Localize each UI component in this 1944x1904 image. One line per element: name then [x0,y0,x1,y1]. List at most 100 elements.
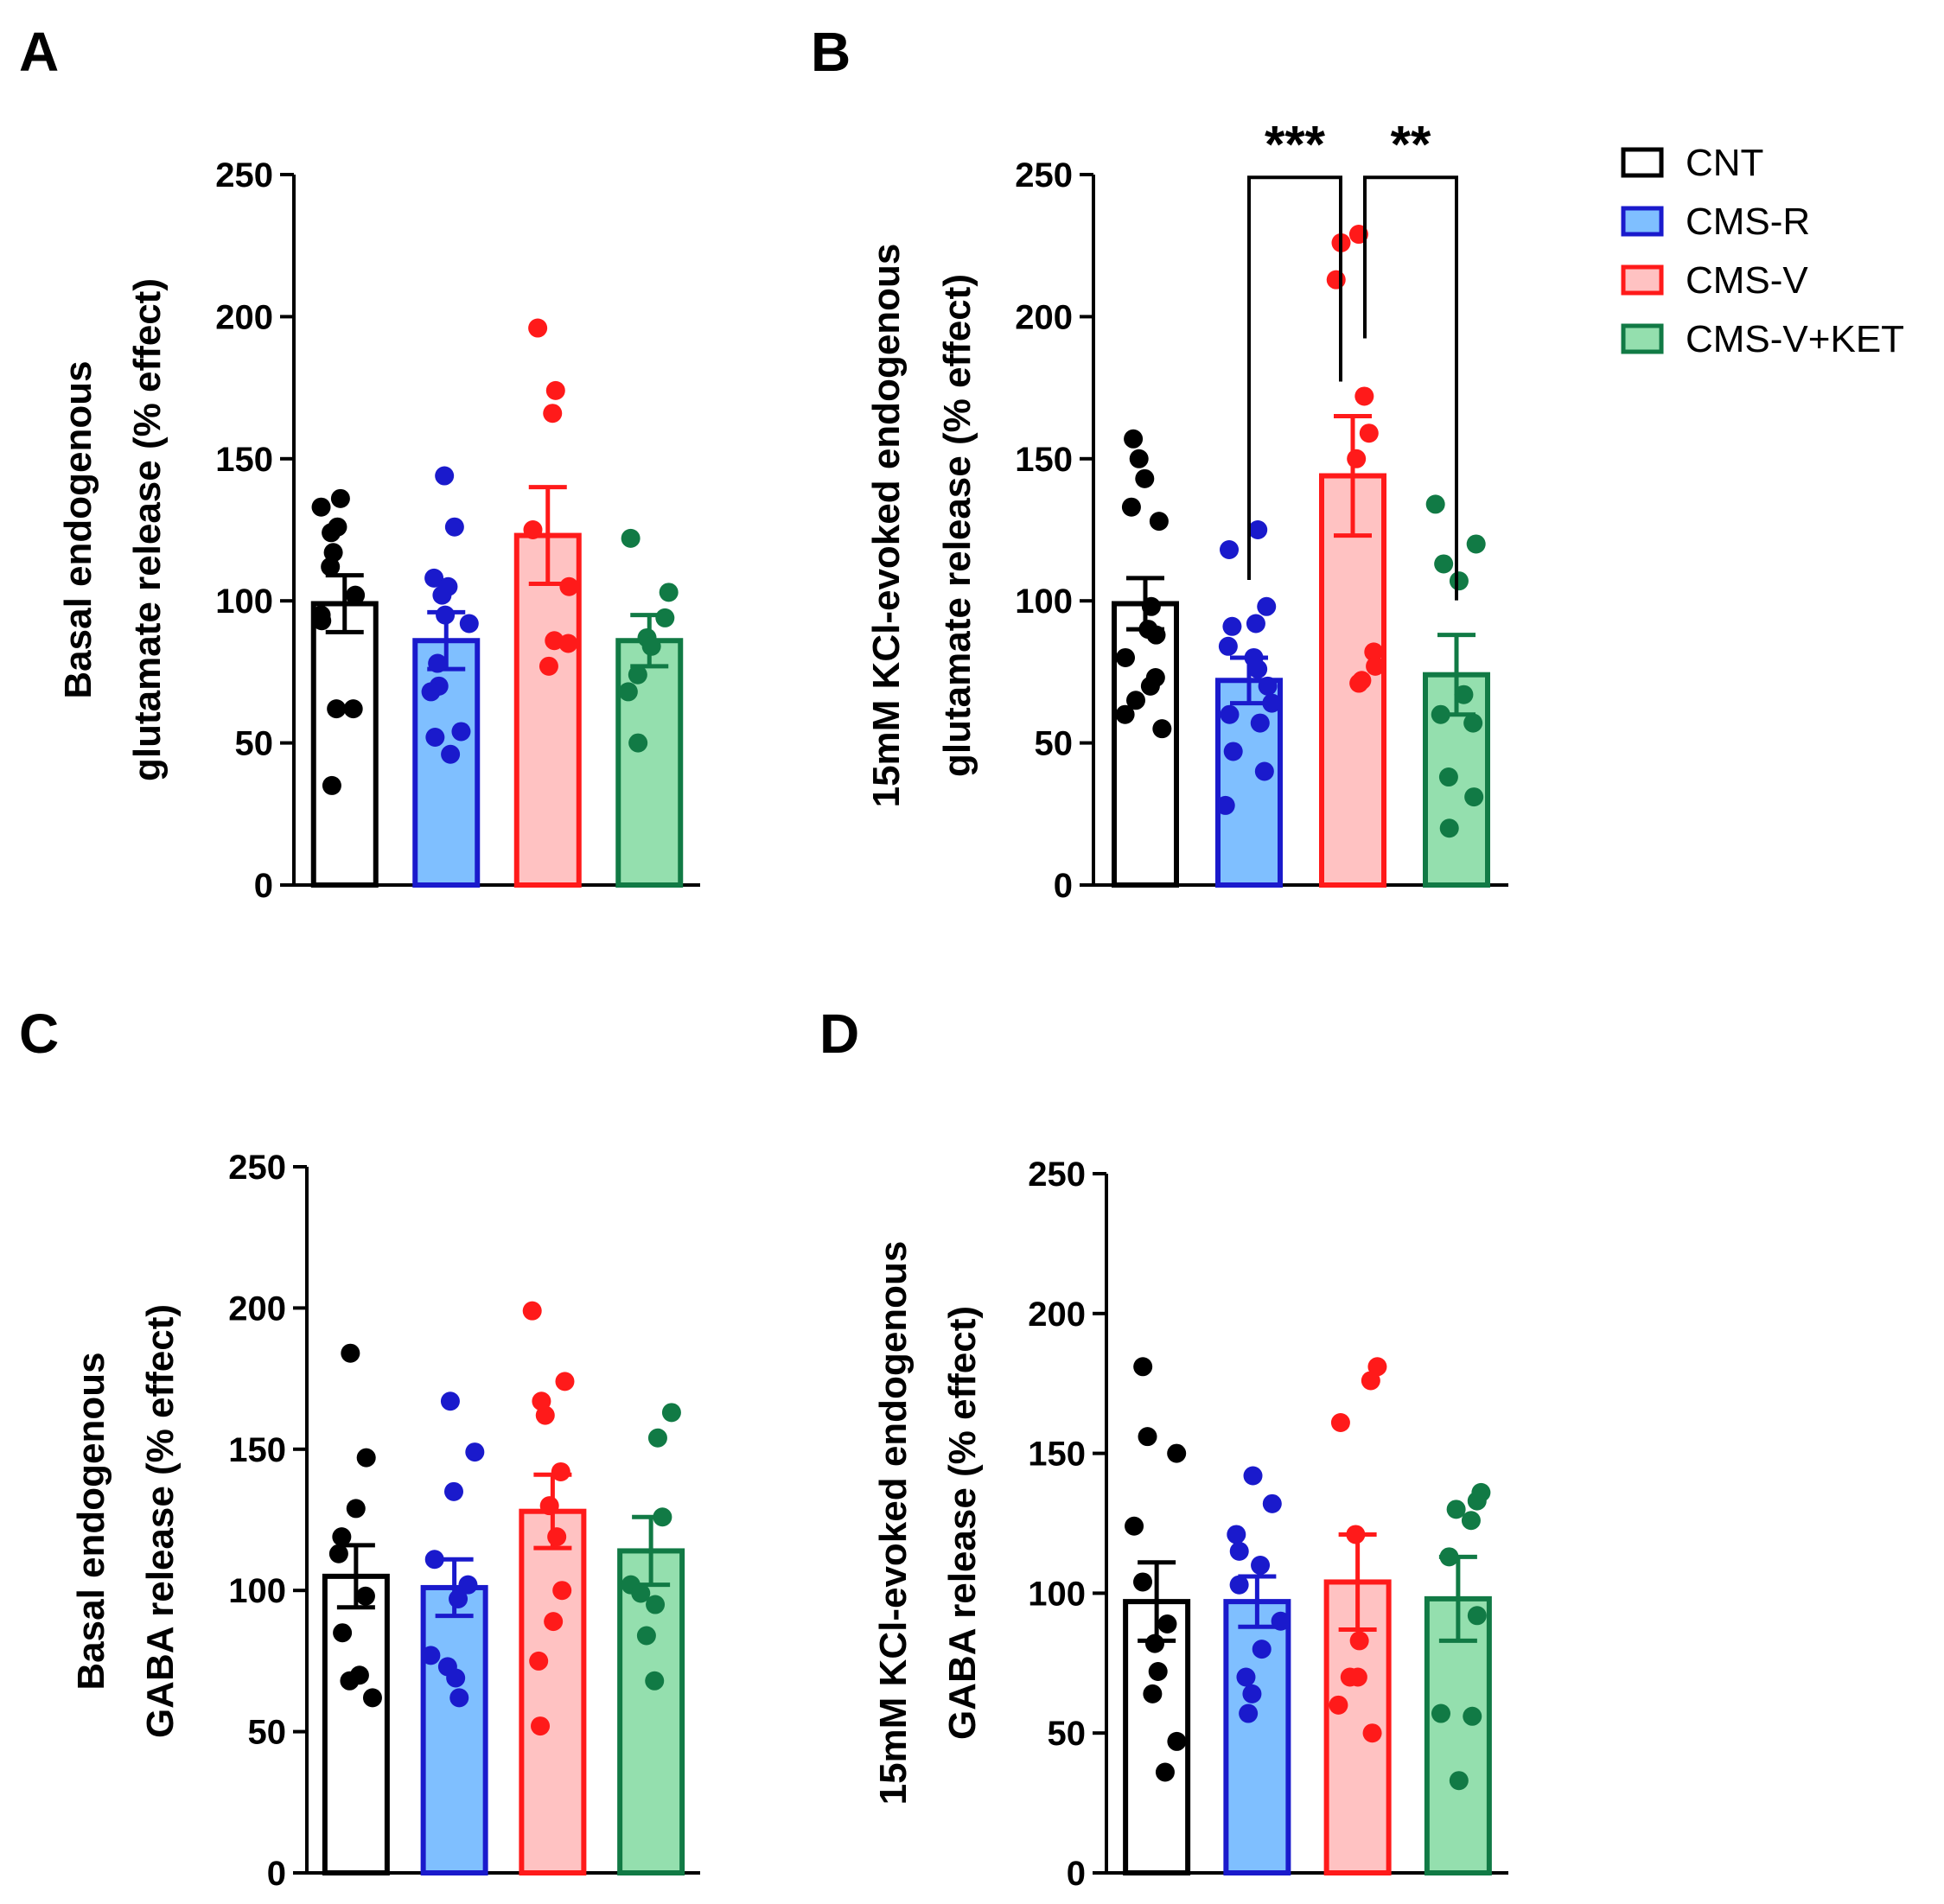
data-point [328,1544,348,1563]
bar [420,1584,488,1875]
legend-label: CNT [1686,142,1763,184]
data-point [1138,1427,1157,1447]
y-tick-label: 100 [228,1572,286,1610]
bracket-line [1363,175,1458,601]
data-point [1461,1511,1481,1531]
data-point [1155,1762,1175,1782]
data-point [1251,1556,1271,1576]
data-point [451,722,471,742]
data-point [545,380,565,400]
data-point [362,1688,382,1708]
bar-group-cnt [1123,1357,1191,1876]
y-axis-label: Basal endogenous glutamate release (% eff… [57,278,169,781]
data-point [659,583,679,602]
legend-swatch [1621,323,1664,354]
bar [322,1573,390,1875]
y-axis-label-line2: glutamate release (% effect) [936,274,978,777]
data-point [333,1623,353,1643]
data-point [559,576,579,596]
y-tick-label: 50 [1035,725,1074,763]
panel-a: A Basal endogenous glutamate release (% ef… [19,21,700,905]
y-axis-label-line2: GABA release (% effect) [941,1306,984,1740]
y-tick-label: 150 [1028,1436,1086,1474]
data-point [1248,659,1268,679]
data-point [1143,1684,1163,1703]
data-point [1133,1572,1153,1592]
y-axis-label-line1: Basal endogenous [70,1352,112,1690]
data-point [618,682,638,702]
legend-item: CMS-R [1621,201,1810,243]
y-tick-label: 0 [1054,867,1073,905]
bar [519,1508,587,1876]
data-point [1243,1466,1263,1486]
data-point [1125,1516,1144,1536]
significance-label: *** [1265,115,1326,173]
data-point [446,1668,466,1688]
data-point [1362,1723,1382,1743]
data-point [1126,691,1146,710]
bar-group-cms-v [1323,1357,1392,1876]
data-point [424,568,444,588]
data-point [440,1391,460,1411]
data-point [441,744,461,764]
bar [1112,601,1179,888]
data-point [531,1716,551,1736]
data-point [1148,1662,1168,1682]
data-point [1167,1443,1187,1463]
data-point [631,1583,651,1603]
data-point [1354,386,1374,406]
bar-group-cnt [322,1343,390,1875]
data-point [539,656,558,676]
bar-group-cnt [1112,429,1179,888]
data-point [522,1301,542,1321]
panel-letter: C [19,1003,59,1065]
panel-letter: B [811,21,851,83]
data-point [1252,1640,1272,1659]
data-point [1157,1614,1177,1633]
data-point [443,1481,463,1501]
data-point [655,608,675,627]
y-tick-label: 200 [215,298,273,336]
legend-item: CMS-V [1621,259,1808,302]
data-point [1140,676,1160,696]
y-tick-label: 250 [1028,1156,1086,1194]
data-point [321,557,341,576]
data-point [1446,1500,1466,1519]
data-point [340,1671,360,1691]
data-point [1116,647,1136,667]
data-point [421,1646,441,1665]
data-point [1229,1541,1249,1561]
data-point [1121,497,1141,517]
bar-group-cms-v-ket [1423,494,1490,888]
data-point [636,1626,656,1646]
data-point [1220,540,1240,560]
data-point [647,1428,667,1448]
y-tick-label: 0 [1067,1855,1086,1893]
data-point [1463,1706,1482,1726]
data-point [1349,673,1369,693]
data-point [555,1372,575,1391]
data-point [1124,429,1144,449]
data-point [523,520,543,539]
data-point [1167,1731,1187,1751]
data-point [1250,713,1270,733]
data-point [1449,571,1469,591]
y-axis-label: Basal endogenous GABA release (% effect) [70,1304,182,1738]
y-axis-label: 15mM KCl-evoked endogenous glutamate rele… [865,244,978,808]
panel-d: D 15mM KCl-evoked endogenous GABA release … [819,1003,1508,1893]
data-point [1425,494,1445,514]
y-tick-label: 100 [1028,1575,1086,1613]
significance-bracket: ** [1363,115,1458,601]
y-axis-label-line1: 15mM KCl-evoked endogenous [872,1241,915,1805]
data-point [543,404,563,423]
data-point [1439,818,1459,838]
data-point [1248,520,1268,539]
data-point [1141,596,1161,616]
data-point [323,543,343,563]
panel-letter: A [19,21,59,83]
legend-swatch [1621,147,1664,178]
data-point [421,682,441,702]
bar-group-cms-v-ket [617,1403,685,1875]
y-tick-label: 200 [228,1289,286,1328]
y-tick-label: 200 [1028,1296,1086,1334]
